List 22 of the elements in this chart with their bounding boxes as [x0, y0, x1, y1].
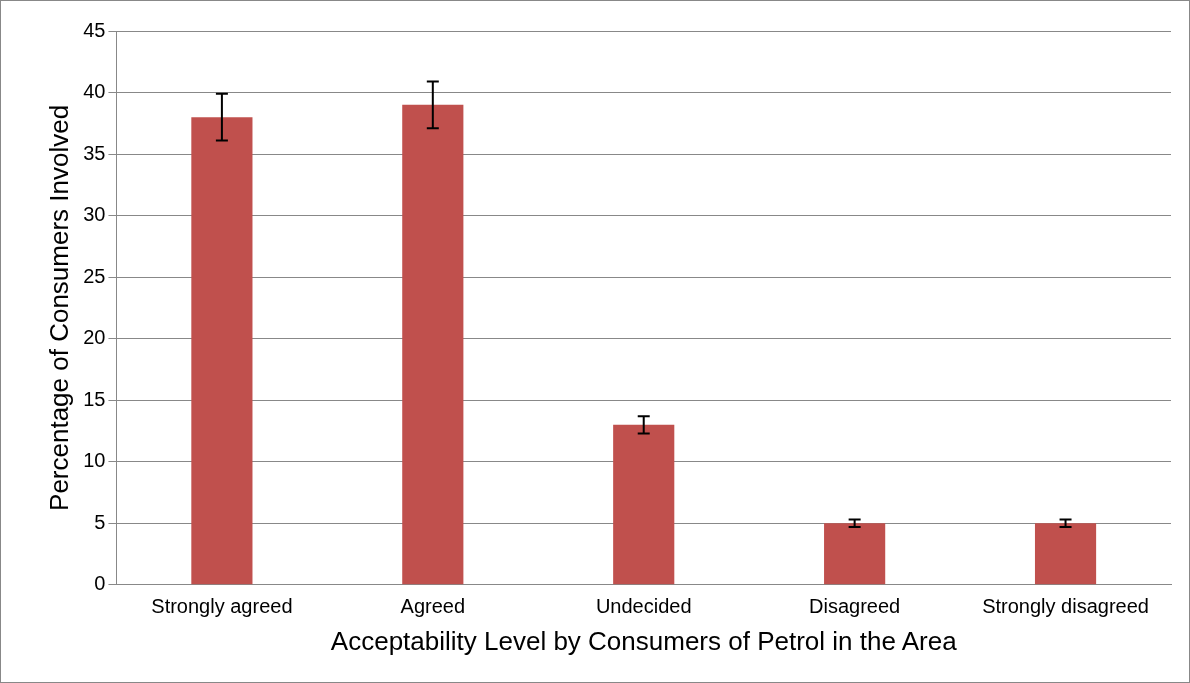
x-tick-label: Strongly agreed [151, 595, 293, 618]
y-tick-label: 25 [83, 264, 106, 287]
bar [191, 117, 253, 585]
bar [824, 523, 886, 585]
x-tick-label: Disagreed [809, 595, 901, 618]
x-axis-title: Acceptability Level by Consumers of Petrol in the Area [330, 625, 958, 656]
bar [402, 104, 464, 585]
y-tick-label: 35 [83, 141, 106, 164]
bar [1034, 523, 1097, 585]
y-tick-label: 45 [83, 18, 106, 41]
y-tick-label: 15 [83, 387, 106, 410]
bar [613, 424, 675, 585]
y-tick-label: 40 [83, 80, 106, 103]
y-tick-label: 20 [83, 326, 106, 349]
x-tick-label: Strongly disagreed [982, 595, 1149, 618]
x-tick-label: Undecided [595, 595, 692, 618]
y-tick-label: 5 [94, 510, 106, 533]
y-tick-label: 30 [83, 203, 106, 226]
y-tick-label: 0 [94, 572, 106, 595]
y-axis-title: Percentage of Consumers Involved [43, 104, 74, 511]
x-tick-label: Agreed [400, 595, 466, 618]
y-tick-label: 10 [83, 449, 106, 472]
